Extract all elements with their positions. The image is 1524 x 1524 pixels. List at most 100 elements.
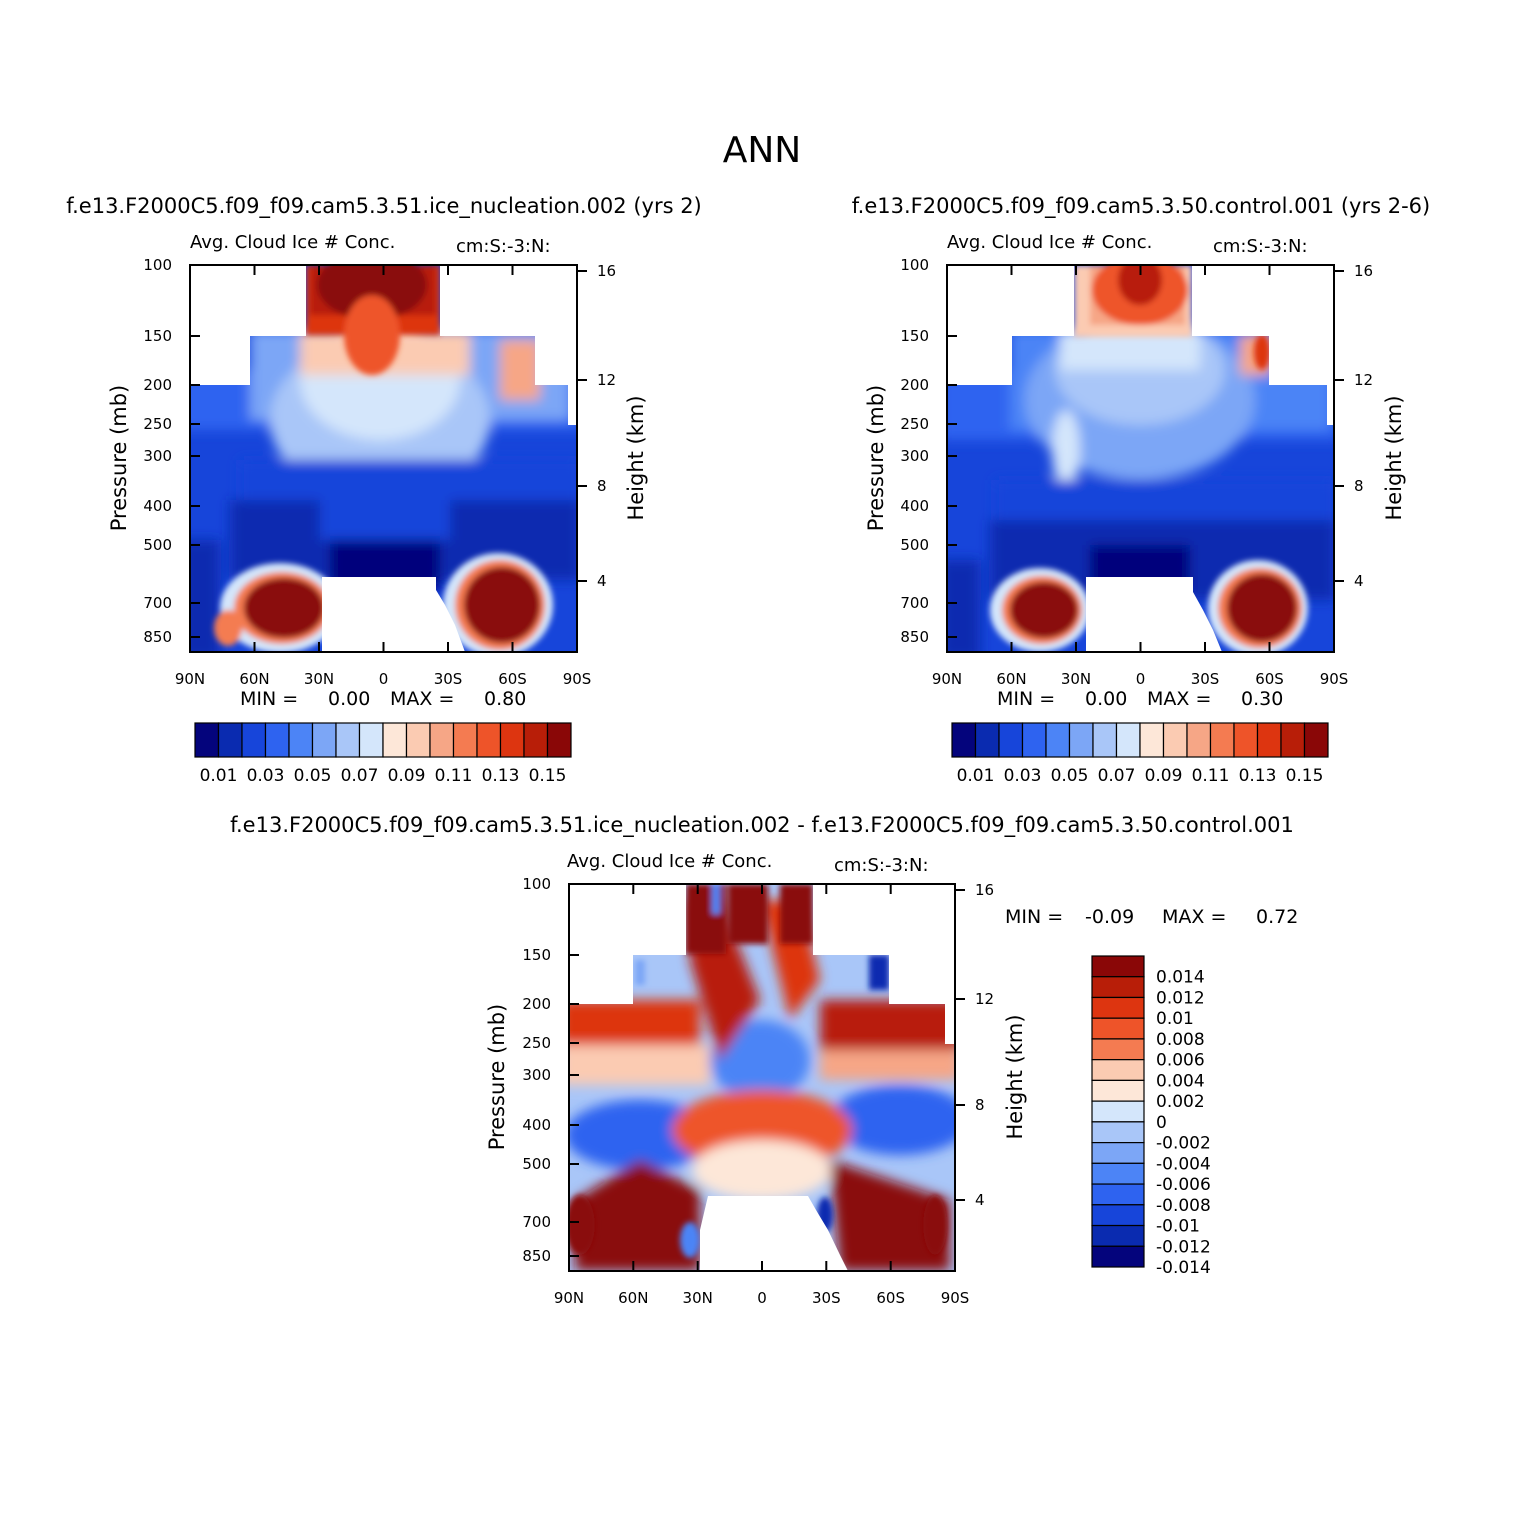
y-tick-label: 100	[143, 256, 172, 274]
y-tick-label: 500	[522, 1155, 551, 1173]
panel-control: f.e13.F2000C5.f09_f09.cam5.3.50.control.…	[852, 194, 1430, 786]
colorbar-label: 0.01	[200, 766, 238, 786]
colorbar-swatch	[951, 722, 977, 758]
colorbar-label: 0.014	[1156, 968, 1205, 988]
colorbar-swatch	[1091, 1017, 1145, 1040]
y-tick-label: 300	[522, 1066, 551, 1084]
min-max-label: MIN = 0.00 MAX = 0.80	[240, 688, 526, 710]
x-tick-label: 30N	[683, 1289, 713, 1307]
colorbar-label: 0.15	[529, 766, 567, 786]
y-tick-label: 500	[143, 536, 172, 554]
colorbar-label: -0.01	[1156, 1217, 1200, 1237]
colorbar-label: 0.01	[1156, 1009, 1194, 1029]
max-label: MAX =	[390, 688, 454, 710]
colorbar-label: 0.09	[388, 766, 426, 786]
y-right-tick-label: 8	[1354, 477, 1364, 495]
y-right-tick-label: 16	[597, 262, 616, 280]
x-tick-label: 0	[757, 1289, 767, 1307]
y-right-tick-label: 16	[975, 881, 994, 899]
colorbar-swatch	[288, 722, 314, 758]
colorbar-swatch	[1256, 722, 1282, 758]
colorbar-swatch	[1091, 1224, 1145, 1247]
colorbar-swatch	[241, 722, 267, 758]
min-label: MIN =	[1005, 906, 1063, 928]
y-tick-label: 400	[522, 1116, 551, 1134]
y-right-tick-label: 16	[1354, 262, 1373, 280]
colorbar-label: 0.13	[482, 766, 520, 786]
colorbar-swatch	[1186, 722, 1212, 758]
panel-title: f.e13.F2000C5.f09_f09.cam5.3.51.ice_nucl…	[230, 813, 1294, 838]
colorbar-label: 0.11	[1192, 766, 1230, 786]
colorbar-swatch	[974, 722, 1000, 758]
min-value: 0.00	[328, 688, 370, 710]
x-tick-label: 60S	[876, 1289, 905, 1307]
colorbar-label: -0.008	[1156, 1196, 1211, 1216]
colorbar-label: 0.03	[247, 766, 285, 786]
y-tick-label: 250	[522, 1034, 551, 1052]
colorbar-label: 0.012	[1156, 988, 1205, 1008]
colorbar-swatch	[311, 722, 337, 758]
colorbar-swatch	[1091, 1204, 1145, 1227]
y-axis-label: Pressure (mb)	[107, 385, 131, 532]
y-tick-label: 150	[143, 327, 172, 345]
panel-subtitle: Avg. Cloud Ice # Conc.	[947, 232, 1152, 253]
colorbar-swatch	[998, 722, 1024, 758]
colorbar-swatch	[382, 722, 408, 758]
colorbar-swatch	[1091, 1079, 1145, 1102]
colorbar-label: -0.002	[1156, 1134, 1211, 1154]
y-right-tick-label: 12	[597, 371, 616, 389]
panel-ice-nucleation: f.e13.F2000C5.f09_f09.cam5.3.51.ice_nucl…	[66, 194, 702, 786]
y-tick-label: 700	[522, 1213, 551, 1231]
panel-title: f.e13.F2000C5.f09_f09.cam5.3.51.ice_nucl…	[66, 194, 702, 219]
min-max-label: MIN = 0.00 MAX = 0.30	[997, 688, 1283, 710]
y-tick-label: 300	[900, 447, 929, 465]
colorbar-swatch	[1091, 996, 1145, 1019]
x-tick-label: 60S	[498, 670, 527, 688]
colorbar-label: -0.014	[1156, 1258, 1211, 1278]
y-tick-label: 700	[143, 594, 172, 612]
panel-units: cm:S:-3:N:	[834, 855, 929, 876]
colorbar-label: 0.002	[1156, 1092, 1205, 1112]
colorbar: 0.0140.0120.010.0080.0060.0040.0020-0.00…	[1091, 955, 1211, 1278]
y-tick-label: 250	[143, 415, 172, 433]
colorbar-swatch	[1045, 722, 1071, 758]
colorbar: 0.01 0.03 0.05 0.07 0.09 0.11 0.13 0.15	[951, 722, 1329, 786]
panel-units: cm:S:-3:N:	[1213, 236, 1308, 257]
colorbar-swatch	[452, 722, 478, 758]
colorbar-label: 0.05	[294, 766, 332, 786]
min-label: MIN =	[240, 688, 298, 710]
y-axis-label-right: Height (km)	[1003, 1014, 1027, 1139]
colorbar-swatch	[405, 722, 431, 758]
colorbar-swatch	[1091, 1141, 1145, 1164]
panel-title: f.e13.F2000C5.f09_f09.cam5.3.50.control.…	[852, 194, 1430, 219]
colorbar-label: -0.004	[1156, 1154, 1211, 1174]
colorbar-swatch	[1091, 1121, 1145, 1144]
colorbar-swatch	[1091, 1183, 1145, 1206]
y-axis-left: 100 150 200 250 300 400 500 700 850 Pres…	[107, 256, 200, 646]
colorbar-swatch	[1115, 722, 1141, 758]
y-right-tick-label: 12	[1354, 371, 1373, 389]
y-tick-label: 150	[522, 946, 551, 964]
colorbar-swatch	[217, 722, 243, 758]
colorbar-swatch	[1233, 722, 1259, 758]
colorbar-swatch	[1021, 722, 1047, 758]
x-tick-label: 90N	[932, 670, 962, 688]
colorbar-label: 0.008	[1156, 1030, 1205, 1050]
x-tick-label: 90S	[941, 1289, 970, 1307]
min-value: 0.00	[1085, 688, 1127, 710]
x-tick-label: 60N	[239, 670, 269, 688]
max-label: MAX =	[1147, 688, 1211, 710]
y-right-tick-label: 4	[975, 1191, 985, 1209]
y-right-tick-label: 4	[597, 572, 607, 590]
min-value: -0.09	[1085, 906, 1134, 928]
colorbar-label: 0.006	[1156, 1051, 1205, 1071]
x-tick-label: 30S	[1191, 670, 1220, 688]
colorbar-swatch	[546, 722, 572, 758]
y-axis-right: 16 12 8 4 Height (km)	[577, 262, 648, 590]
y-tick-label: 700	[900, 594, 929, 612]
x-tick-label: 60N	[618, 1289, 648, 1307]
colorbar-swatch	[1162, 722, 1188, 758]
colorbar-label: 0.004	[1156, 1071, 1205, 1091]
colorbar-swatch	[1092, 722, 1118, 758]
